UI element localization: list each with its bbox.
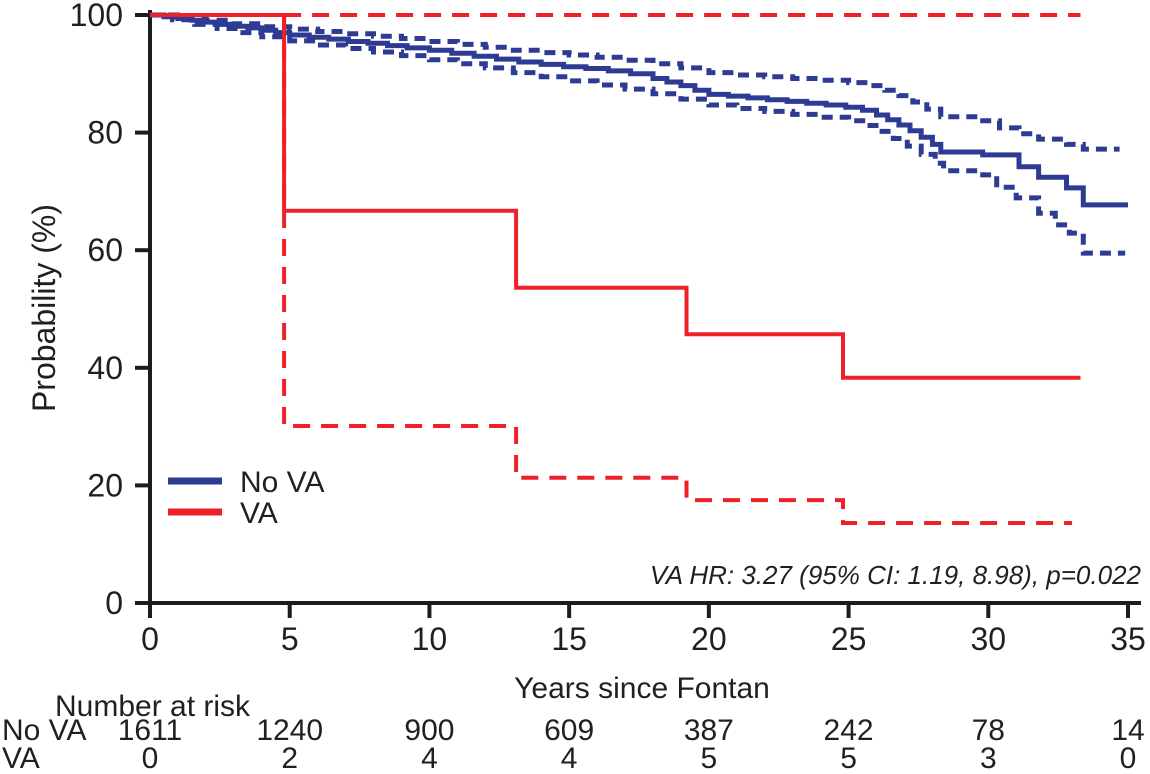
curve-no-va <box>150 12 1128 208</box>
risk-count: 900 <box>404 714 454 747</box>
x-tick-label: 5 <box>281 621 299 657</box>
risk-count: 2 <box>281 742 298 774</box>
x-axis-title: Years since Fontan <box>514 672 770 705</box>
risk-count: 78 <box>972 714 1005 747</box>
risk-count: 242 <box>824 714 874 747</box>
curve-va-lower-95-ci <box>282 15 1073 525</box>
risk-row-label-va: VA <box>2 742 40 774</box>
axes <box>135 10 1141 618</box>
x-tick-label: 10 <box>412 621 448 657</box>
risk-table-values: 1611 1240 900 609 387 242 78 140 2 4 4 5 5 3 0 <box>118 714 1145 774</box>
y-tick-label: 100 <box>70 0 123 33</box>
risk-count: 609 <box>544 714 594 747</box>
y-tick-label: 80 <box>87 115 123 151</box>
risk-count: 0 <box>1120 742 1137 774</box>
curve-no-va-upper-95-ci <box>150 12 1120 152</box>
y-tick-label: 20 <box>87 467 123 503</box>
risk-count: 14 <box>1111 714 1144 747</box>
legend-label-no-va: No VA <box>240 466 324 499</box>
risk-count: 387 <box>684 714 734 747</box>
y-tick-label: 60 <box>87 232 123 268</box>
x-tick-label: 30 <box>970 621 1006 657</box>
y-tick-label: 0 <box>105 585 123 621</box>
risk-count: 5 <box>840 742 857 774</box>
risk-table-title: Number at risk <box>55 690 251 723</box>
curve-va <box>150 13 1081 380</box>
curve-no-va-lower-95-ci <box>150 12 1126 256</box>
tick-labels: 0 5 10 15 20 25 30 35 0 20 40 60 80 100 <box>70 0 1146 657</box>
risk-count: 3 <box>980 742 997 774</box>
legend-label-va: VA <box>240 497 278 530</box>
risk-row-label-no-va: No VA <box>2 714 86 747</box>
x-tick-label: 20 <box>691 621 727 657</box>
x-tick-label: 25 <box>831 621 867 657</box>
survival-curves <box>150 12 1128 525</box>
risk-count: 1611 <box>118 714 183 747</box>
x-tick-label: 15 <box>551 621 587 657</box>
y-axis-title: Probability (%) <box>26 204 62 412</box>
risk-count: 5 <box>701 742 718 774</box>
legend: No VA VA <box>168 466 324 530</box>
hazard-ratio-annotation: VA HR: 3.27 (95% CI: 1.19, 8.98), p=0.02… <box>650 560 1142 590</box>
x-tick-label: 35 <box>1110 621 1146 657</box>
risk-count: 4 <box>421 742 438 774</box>
y-tick-label: 40 <box>87 350 123 386</box>
x-tick-label: 0 <box>141 621 159 657</box>
risk-count: 1240 <box>256 714 323 747</box>
risk-count: 0 <box>142 742 159 774</box>
risk-count: 4 <box>561 742 578 774</box>
